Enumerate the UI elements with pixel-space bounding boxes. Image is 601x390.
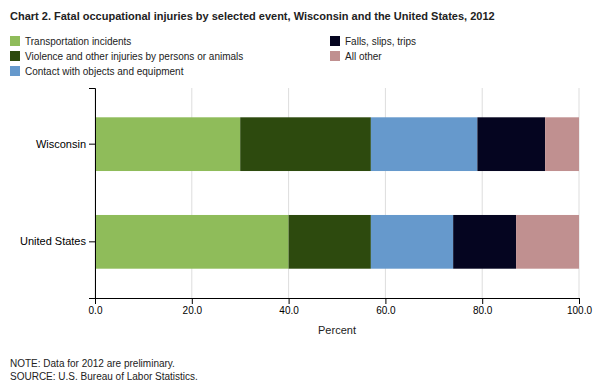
x-tick: 40.0 [279, 298, 299, 316]
x-tick-mark [579, 298, 580, 304]
bar [240, 117, 371, 171]
x-tick: 20.0 [183, 298, 203, 316]
x-tick-label: 80.0 [473, 305, 493, 316]
legend-item: Contact with objects and equipment [10, 66, 184, 77]
legend-label: All other [345, 51, 382, 62]
y-axis-line [89, 89, 96, 299]
legend-item: Violence and other injuries by persons o… [10, 51, 243, 62]
bar [516, 215, 579, 269]
bar [545, 117, 579, 171]
x-tick: 100.0 [567, 298, 592, 316]
y-tick-mark [89, 144, 95, 145]
x-axis: 0.0 20.0 40.0 60.0 80.0 100.0 [89, 298, 593, 316]
x-tick-label: 100.0 [567, 305, 592, 316]
bar [289, 215, 371, 269]
x-axis-line [96, 299, 580, 305]
x-tick-label: 60.0 [376, 305, 396, 316]
plot: 0.0 20.0 40.0 60.0 80.0 100.0 Wisconsin United … [20, 88, 592, 316]
legend-item: All other [330, 51, 382, 62]
legend-label: Transportation incidents [25, 36, 131, 47]
legend: Transportation incidents Violence and oth… [10, 36, 416, 77]
series [240, 117, 371, 268]
series [516, 117, 579, 268]
legend-swatch [10, 36, 20, 46]
x-tick-mark [192, 298, 193, 304]
bar [95, 117, 240, 171]
legend-swatch [10, 66, 20, 76]
bar [371, 215, 453, 269]
legend-label: Contact with objects and equipment [25, 66, 184, 77]
x-axis-title: Percent [318, 324, 356, 336]
legend-label: Violence and other injuries by persons o… [25, 51, 243, 62]
chart: Chart 2. Fatal occupational injuries by … [0, 0, 601, 390]
x-tick: 0.0 [89, 298, 103, 316]
x-tick: 60.0 [376, 298, 396, 316]
x-tick-label: 20.0 [183, 305, 203, 316]
annotation: NOTE: Data for 2012 are preliminary.SOUR… [10, 358, 198, 382]
y-tick-label: Wisconsin [36, 138, 86, 150]
x-tick-mark [482, 298, 483, 304]
bars [95, 117, 579, 268]
y-tick-label: United States [20, 235, 87, 247]
legend-item: Falls, slips, trips [330, 36, 416, 47]
legend-item: Transportation incidents [10, 36, 131, 47]
x-tick-mark [385, 298, 386, 304]
x-tick-mark [289, 298, 290, 304]
x-tick-label: 0.0 [89, 305, 103, 316]
y-tick: Wisconsin [36, 138, 95, 150]
x-tick: 80.0 [473, 298, 493, 316]
legend-swatch [10, 51, 20, 61]
grid [95, 88, 579, 298]
bar [453, 215, 516, 269]
y-tick-mark [89, 241, 95, 242]
legend-swatch [330, 36, 340, 46]
bar [95, 215, 289, 269]
legend-label: Falls, slips, trips [345, 36, 416, 47]
bar [371, 117, 477, 171]
y-tick: United States [20, 235, 95, 247]
title: Chart 2. Fatal occupational injuries by … [10, 10, 495, 22]
bar [477, 117, 545, 171]
x-tick-label: 40.0 [279, 305, 299, 316]
legend-swatch [330, 51, 340, 61]
y-axis: Wisconsin United States [20, 89, 96, 299]
